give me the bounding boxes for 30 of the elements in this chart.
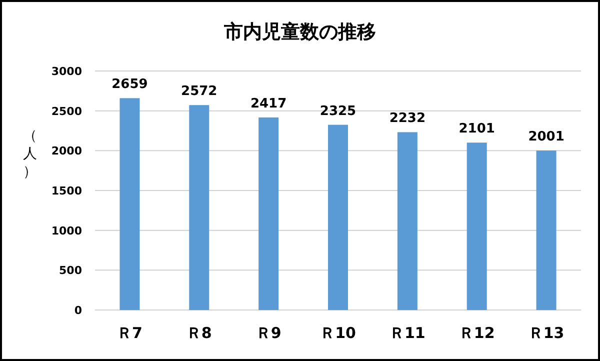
x-tick-label: Ｒ10 bbox=[320, 324, 356, 342]
y-tick-label: 1000 bbox=[51, 224, 82, 238]
data-label: 2101 bbox=[458, 122, 495, 137]
chart-title: 市内児童数の推移 bbox=[223, 21, 376, 43]
bar bbox=[258, 117, 279, 310]
data-label: 2417 bbox=[250, 96, 287, 112]
bar bbox=[120, 98, 140, 310]
data-label: 2572 bbox=[181, 84, 218, 100]
x-tick-label: Ｒ9 bbox=[256, 324, 282, 342]
x-tick-label: Ｒ12 bbox=[458, 324, 495, 342]
data-label: 2659 bbox=[112, 77, 148, 92]
bar bbox=[328, 124, 348, 310]
data-label: 2325 bbox=[320, 104, 356, 119]
y-tick-label: 1500 bbox=[51, 184, 82, 198]
bar bbox=[189, 105, 210, 310]
y-axis-title: （人） bbox=[23, 128, 37, 180]
y-tick-label: 2500 bbox=[51, 104, 82, 118]
y-tick-label: 0 bbox=[74, 304, 82, 317]
y-tick-label: 3000 bbox=[51, 65, 82, 78]
x-tick-label: Ｒ8 bbox=[186, 324, 212, 342]
x-tick-label: Ｒ7 bbox=[116, 324, 142, 342]
bar bbox=[536, 150, 556, 310]
x-tick-label: Ｒ13 bbox=[528, 324, 564, 342]
y-tick-label: 2000 bbox=[51, 144, 82, 158]
bar bbox=[466, 142, 487, 310]
data-label: 2001 bbox=[528, 130, 564, 145]
bar bbox=[397, 132, 418, 310]
data-label: 2232 bbox=[389, 111, 426, 126]
y-tick-label: 500 bbox=[59, 264, 82, 278]
x-tick-label: Ｒ11 bbox=[389, 324, 426, 342]
